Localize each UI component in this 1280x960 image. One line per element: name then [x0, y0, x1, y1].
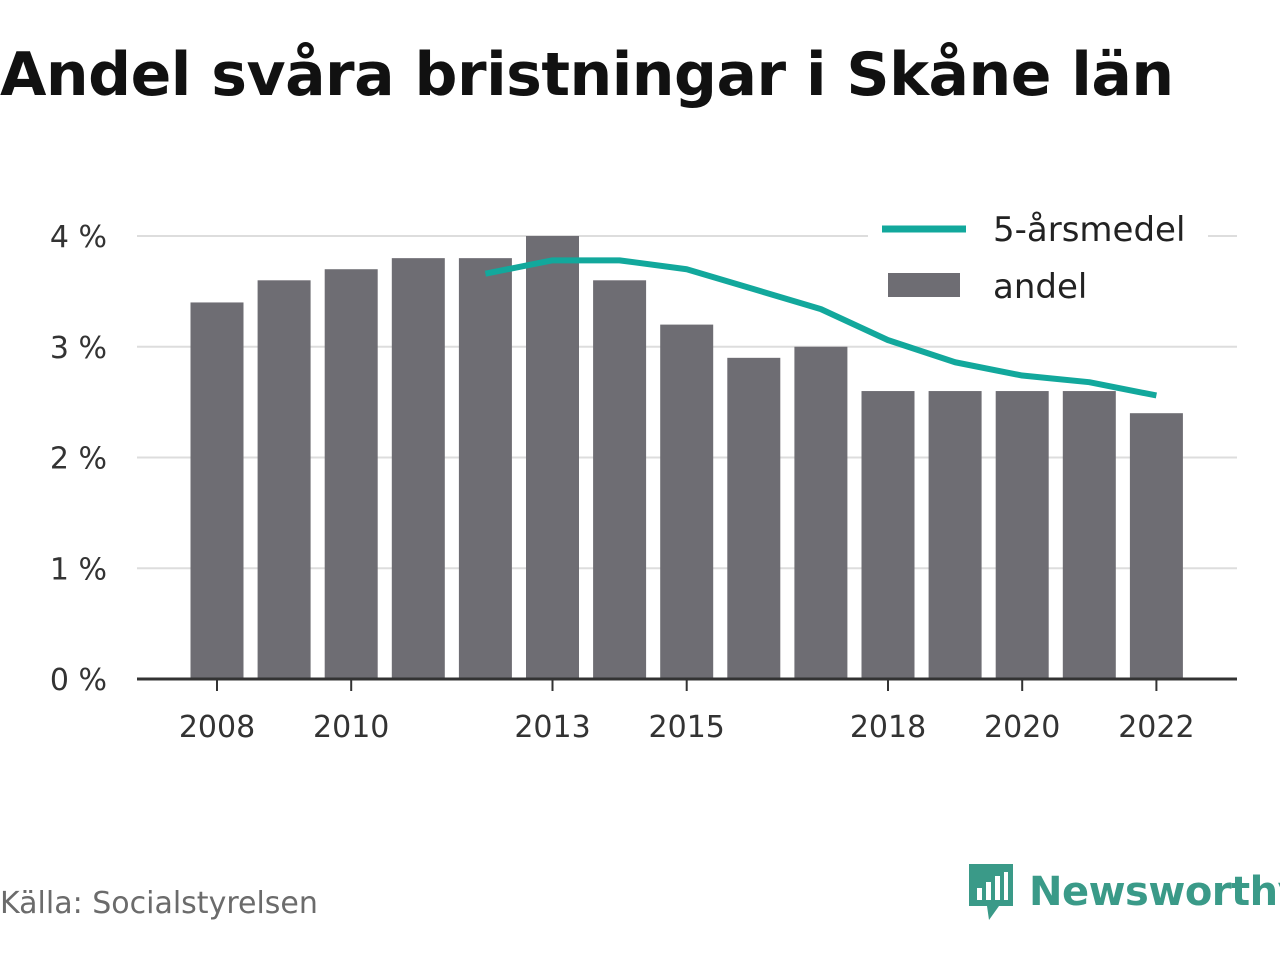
bar	[458, 258, 512, 679]
x-axis: 2008 2010 2013 2015 2018 2020 2022	[137, 677, 1237, 745]
bar	[190, 302, 244, 679]
series-line-5-arsmedel	[484, 257, 1157, 399]
x-tick-label: 2008	[179, 710, 255, 745]
x-tick-label: 2015	[649, 710, 725, 745]
x-tick-label: 2022	[1118, 710, 1194, 745]
y-axis-ticks: 0 % 1 % 2 % 3 % 4 %	[50, 220, 107, 698]
bar	[526, 236, 579, 679]
x-tick-label: 2013	[514, 710, 590, 745]
y-tick-label: 4 %	[50, 220, 107, 255]
newsworthy-logo-icon	[969, 864, 1013, 920]
bar	[391, 258, 445, 679]
bar	[324, 269, 378, 679]
bar	[593, 280, 647, 679]
bar	[1129, 413, 1183, 679]
x-tick-label: 2010	[313, 710, 389, 745]
bar	[995, 391, 1049, 679]
bar	[1062, 391, 1116, 679]
y-tick-label: 0 %	[50, 663, 107, 698]
bar	[727, 357, 781, 679]
line-series	[484, 257, 1157, 399]
legend-label: andel	[993, 267, 1087, 307]
x-tick-label: 2020	[984, 710, 1060, 745]
bar	[794, 346, 848, 679]
bar	[660, 324, 714, 679]
y-tick-label: 1 %	[50, 552, 107, 587]
bar	[928, 391, 982, 679]
x-tick-label: 2018	[850, 710, 926, 745]
brand-name: Newsworthy	[1029, 869, 1280, 915]
source-note: Källa: Socialstyrelsen	[0, 886, 318, 921]
legend-label: 5-årsmedel	[993, 210, 1185, 250]
bar	[861, 391, 915, 679]
legend: 5-årsmedel andel	[868, 206, 1208, 314]
bar-series	[190, 236, 1183, 679]
legend-swatch-bar	[888, 273, 960, 297]
chart-title: Andel svåra bristningar i Skåne län	[0, 40, 1174, 110]
brand-logo: Newsworthy	[965, 862, 1280, 922]
y-tick-label: 2 %	[50, 442, 107, 477]
y-tick-label: 3 %	[50, 331, 107, 366]
bar	[257, 280, 311, 679]
